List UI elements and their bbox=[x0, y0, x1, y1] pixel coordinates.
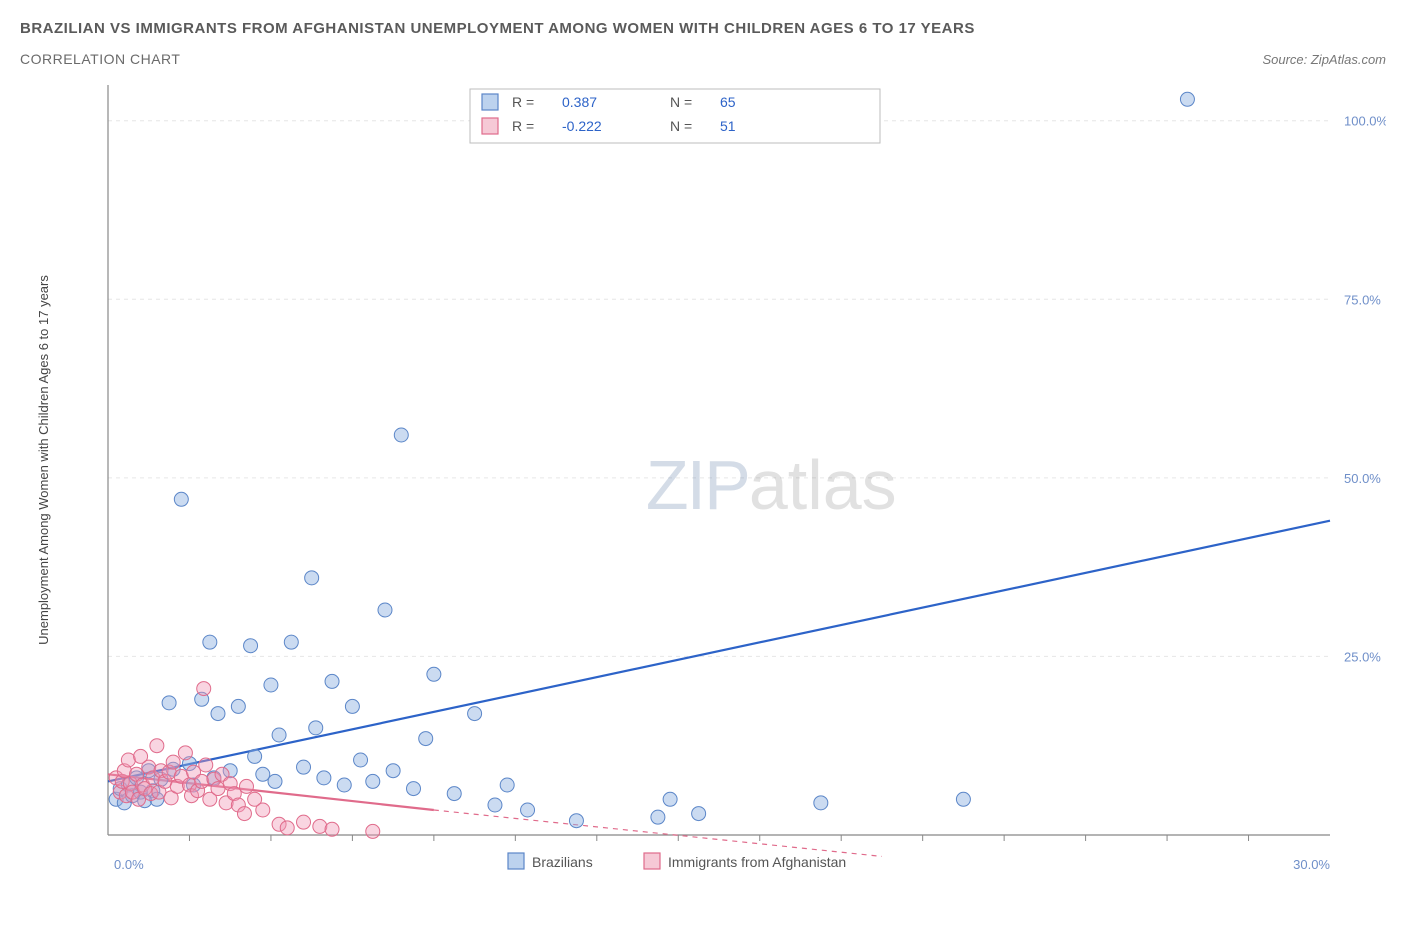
chart-subtitle: CORRELATION CHART bbox=[20, 51, 180, 67]
svg-text:Brazilians: Brazilians bbox=[532, 854, 593, 870]
svg-text:R =: R = bbox=[512, 118, 534, 134]
correlation-scatter-chart: 25.0% 50.0% 75.0% 100.0% 0.0% 30.0% Unemployme… bbox=[20, 75, 1386, 895]
svg-text:Unemployment Among Women with: Unemployment Among Women with Children A… bbox=[36, 275, 51, 645]
source-label: Source: ZipAtlas.com bbox=[1262, 52, 1386, 67]
svg-text:65: 65 bbox=[720, 94, 736, 110]
svg-text:N =: N = bbox=[670, 94, 692, 110]
chart-container: 25.0% 50.0% 75.0% 100.0% 0.0% 30.0% Unemployme… bbox=[20, 75, 1386, 895]
svg-text:0.0%: 0.0% bbox=[114, 857, 144, 872]
svg-text:30.0%: 30.0% bbox=[1293, 857, 1330, 872]
svg-text:50.0%: 50.0% bbox=[1344, 471, 1381, 486]
svg-text:Immigrants from Afghanistan: Immigrants from Afghanistan bbox=[668, 854, 846, 870]
svg-text:51: 51 bbox=[720, 118, 736, 134]
chart-title: BRAZILIAN VS IMMIGRANTS FROM AFGHANISTAN… bbox=[20, 20, 1386, 37]
subtitle-row: CORRELATION CHART Source: ZipAtlas.com bbox=[20, 51, 1386, 67]
svg-text:R =: R = bbox=[512, 94, 534, 110]
svg-text:-0.222: -0.222 bbox=[562, 118, 602, 134]
svg-text:N =: N = bbox=[670, 118, 692, 134]
svg-text:25.0%: 25.0% bbox=[1344, 649, 1381, 664]
svg-text:100.0%: 100.0% bbox=[1344, 114, 1386, 129]
svg-text:75.0%: 75.0% bbox=[1344, 292, 1381, 307]
svg-text:0.387: 0.387 bbox=[562, 94, 597, 110]
